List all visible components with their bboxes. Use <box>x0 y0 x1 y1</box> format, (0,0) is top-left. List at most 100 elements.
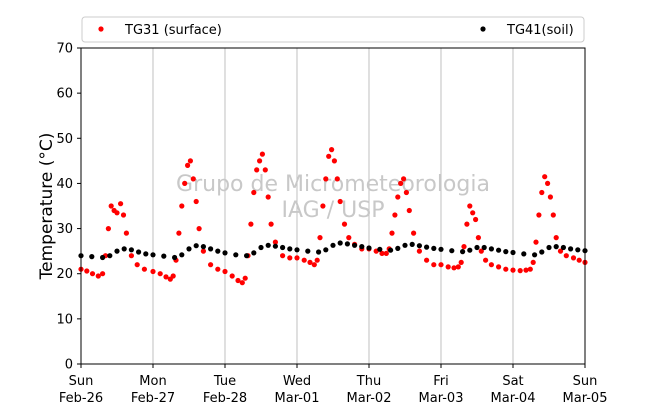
data-point <box>474 244 480 251</box>
data-point <box>114 210 120 216</box>
data-point <box>460 249 466 255</box>
y-tick-label: 20 <box>56 267 73 282</box>
x-tick-label-date: Feb-27 <box>131 391 175 406</box>
y-tick-label: 40 <box>56 177 73 192</box>
data-point <box>475 235 481 241</box>
data-point <box>438 262 444 268</box>
data-point <box>272 239 278 245</box>
plot-frame <box>80 47 586 365</box>
data-point <box>185 162 191 168</box>
data-point <box>416 243 422 249</box>
data-point <box>323 247 329 253</box>
data-point <box>89 271 96 277</box>
x-axis: Sun Feb-26 Mon Feb-27 Tue Feb-28 Wed Mar-01 Thu M… <box>59 364 608 406</box>
data-point <box>359 244 365 250</box>
data-point <box>287 246 293 252</box>
data-point <box>157 271 163 277</box>
data-point <box>190 176 196 182</box>
data-point <box>95 273 101 279</box>
data-point <box>424 257 430 263</box>
data-point <box>265 194 271 200</box>
legend: TG31 (surface) TG41(soil) <box>81 16 585 43</box>
data-point <box>389 230 395 236</box>
data-point <box>222 268 228 275</box>
data-point <box>179 252 185 258</box>
data-point <box>451 265 457 271</box>
data-point <box>398 180 404 186</box>
data-point <box>121 246 127 252</box>
data-point <box>467 203 473 209</box>
data-point <box>128 247 134 253</box>
data-point <box>563 253 569 259</box>
data-point <box>100 271 106 277</box>
data-point <box>105 226 111 232</box>
x-tick-label-date: Mar-05 <box>563 391 608 406</box>
data-point <box>330 242 336 248</box>
data-point <box>307 259 313 265</box>
y-tick-label: 70 <box>56 42 73 57</box>
data-point <box>409 241 415 247</box>
x-tick-label-date: Mar-04 <box>491 391 536 406</box>
data-point <box>331 158 337 164</box>
data-point <box>510 249 516 256</box>
data-point <box>488 262 494 268</box>
data-point <box>366 245 372 251</box>
data-point <box>84 268 90 274</box>
data-point <box>346 235 352 241</box>
data-point <box>176 230 182 236</box>
data-point <box>470 210 476 216</box>
data-point <box>449 248 455 254</box>
data-point <box>334 176 340 182</box>
data-point <box>265 242 271 248</box>
data-point <box>170 273 176 279</box>
data-point <box>416 248 422 254</box>
x-tick-label-day: Sat <box>502 374 523 389</box>
data-point <box>536 212 542 218</box>
x-tick-label-date: Mar-03 <box>419 391 464 406</box>
data-point <box>388 247 394 253</box>
data-point <box>215 248 221 254</box>
data-point <box>392 212 398 218</box>
data-point <box>314 257 320 263</box>
data-point <box>235 277 241 284</box>
series-1 <box>78 240 588 261</box>
data-point <box>533 239 539 245</box>
y-axis-label: Temperature (°C) <box>37 133 57 281</box>
data-point <box>532 252 538 258</box>
data-point <box>329 147 335 153</box>
data-point <box>193 198 199 205</box>
data-point <box>294 255 300 261</box>
data-point <box>257 158 263 164</box>
data-point <box>503 266 509 272</box>
data-point <box>200 248 206 254</box>
data-point <box>200 244 206 250</box>
data-point <box>280 253 286 259</box>
data-point <box>461 244 467 250</box>
y-tick-label: 10 <box>56 312 73 327</box>
data-point <box>272 243 278 249</box>
series-layer <box>78 147 588 286</box>
x-tick-label-day: Fri <box>433 374 449 389</box>
data-point <box>402 242 408 248</box>
data-point <box>383 250 389 256</box>
data-point <box>488 246 494 252</box>
data-point <box>123 230 129 236</box>
x-tick-label-day: Wed <box>283 374 311 389</box>
data-point <box>233 252 239 258</box>
data-point <box>496 264 502 270</box>
data-point <box>473 216 479 223</box>
data-point <box>403 189 409 196</box>
data-point <box>280 244 286 251</box>
data-point <box>305 248 311 254</box>
data-point <box>118 201 124 207</box>
data-point <box>575 247 581 253</box>
data-point <box>560 244 567 251</box>
y-tick-label: 30 <box>56 222 73 237</box>
data-point <box>547 194 554 200</box>
data-point <box>377 246 383 252</box>
data-point <box>186 246 192 252</box>
data-point <box>411 230 417 236</box>
data-point <box>128 253 134 259</box>
data-point <box>445 264 451 270</box>
